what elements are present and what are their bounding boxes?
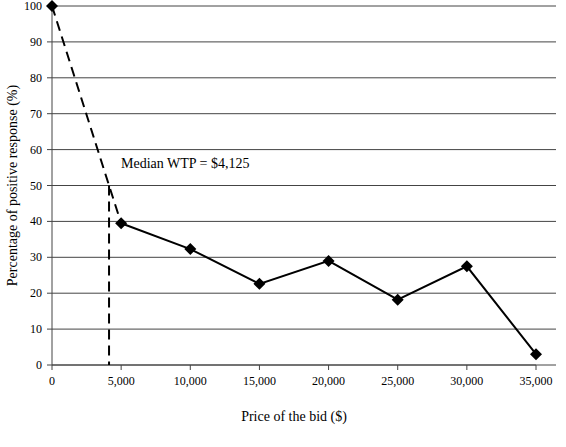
y-tick-label: 90 [30, 35, 42, 49]
marker [530, 348, 542, 360]
marker [392, 294, 404, 306]
y-tick [47, 77, 52, 78]
y-tick [47, 329, 52, 330]
grid-line [52, 77, 556, 78]
x-tick-label: 15,000 [243, 374, 276, 388]
grid-line [52, 113, 556, 114]
x-axis-label: Price of the bid ($) [241, 409, 347, 425]
y-tick-label: 10 [30, 322, 42, 336]
x-tick [397, 365, 398, 370]
median-interpolation-line [52, 6, 121, 223]
x-tick-label: 25,000 [381, 374, 414, 388]
marker [253, 278, 265, 290]
x-tick [52, 365, 53, 370]
y-tick-label: 60 [30, 143, 42, 157]
y-tick-label: 100 [24, 0, 42, 13]
y-tick-label: 40 [30, 214, 42, 228]
y-tick [47, 149, 52, 150]
grid-line [52, 365, 556, 366]
y-tick-label: 30 [30, 250, 42, 264]
y-tick-label: 80 [30, 71, 42, 85]
grid-line [52, 221, 556, 222]
x-tick [259, 365, 260, 370]
y-axis [52, 6, 53, 365]
grid-line [52, 41, 556, 42]
median-annotation: Median WTP = $4,125 [121, 156, 249, 171]
marker [46, 0, 58, 12]
data-line [121, 223, 536, 354]
y-tick-label: 50 [30, 179, 42, 193]
grid-line [52, 293, 556, 294]
y-tick [47, 257, 52, 258]
x-tick-label: 0 [49, 374, 55, 388]
x-tick [536, 365, 537, 370]
y-tick [47, 185, 52, 186]
grid-line [52, 149, 556, 150]
y-tick-label: 20 [30, 286, 42, 300]
marker [184, 243, 196, 255]
x-tick [328, 365, 329, 370]
marker [115, 217, 127, 229]
x-tick-label: 5,000 [108, 374, 135, 388]
grid-line [52, 185, 556, 186]
y-tick [47, 41, 52, 42]
y-tick [47, 293, 52, 294]
y-tick [47, 113, 52, 114]
x-tick [466, 365, 467, 370]
y-tick [47, 221, 52, 222]
y-axis-label: Percentage of positive response (%) [5, 84, 21, 286]
plot-area [46, 0, 542, 365]
grid-line [52, 329, 556, 330]
x-tick-label: 20,000 [312, 374, 345, 388]
y-tick-label: 70 [30, 107, 42, 121]
x-tick-label: 10,000 [174, 374, 207, 388]
x-tick-label: 35,000 [520, 374, 553, 388]
chart: 0 10 20 30 40 50 60 70 80 90 100 0 5,000 10,000 15,000… [0, 0, 566, 447]
y-tick [47, 365, 52, 366]
x-tick [121, 365, 122, 370]
x-tick [190, 365, 191, 370]
x-axis [52, 365, 536, 366]
marker [323, 255, 335, 267]
x-tick-label: 30,000 [450, 374, 483, 388]
grid-line [52, 6, 556, 7]
marker [461, 260, 473, 272]
grid-line [52, 257, 556, 258]
median-drop-line [108, 186, 110, 366]
y-tick-label: 0 [36, 358, 42, 372]
